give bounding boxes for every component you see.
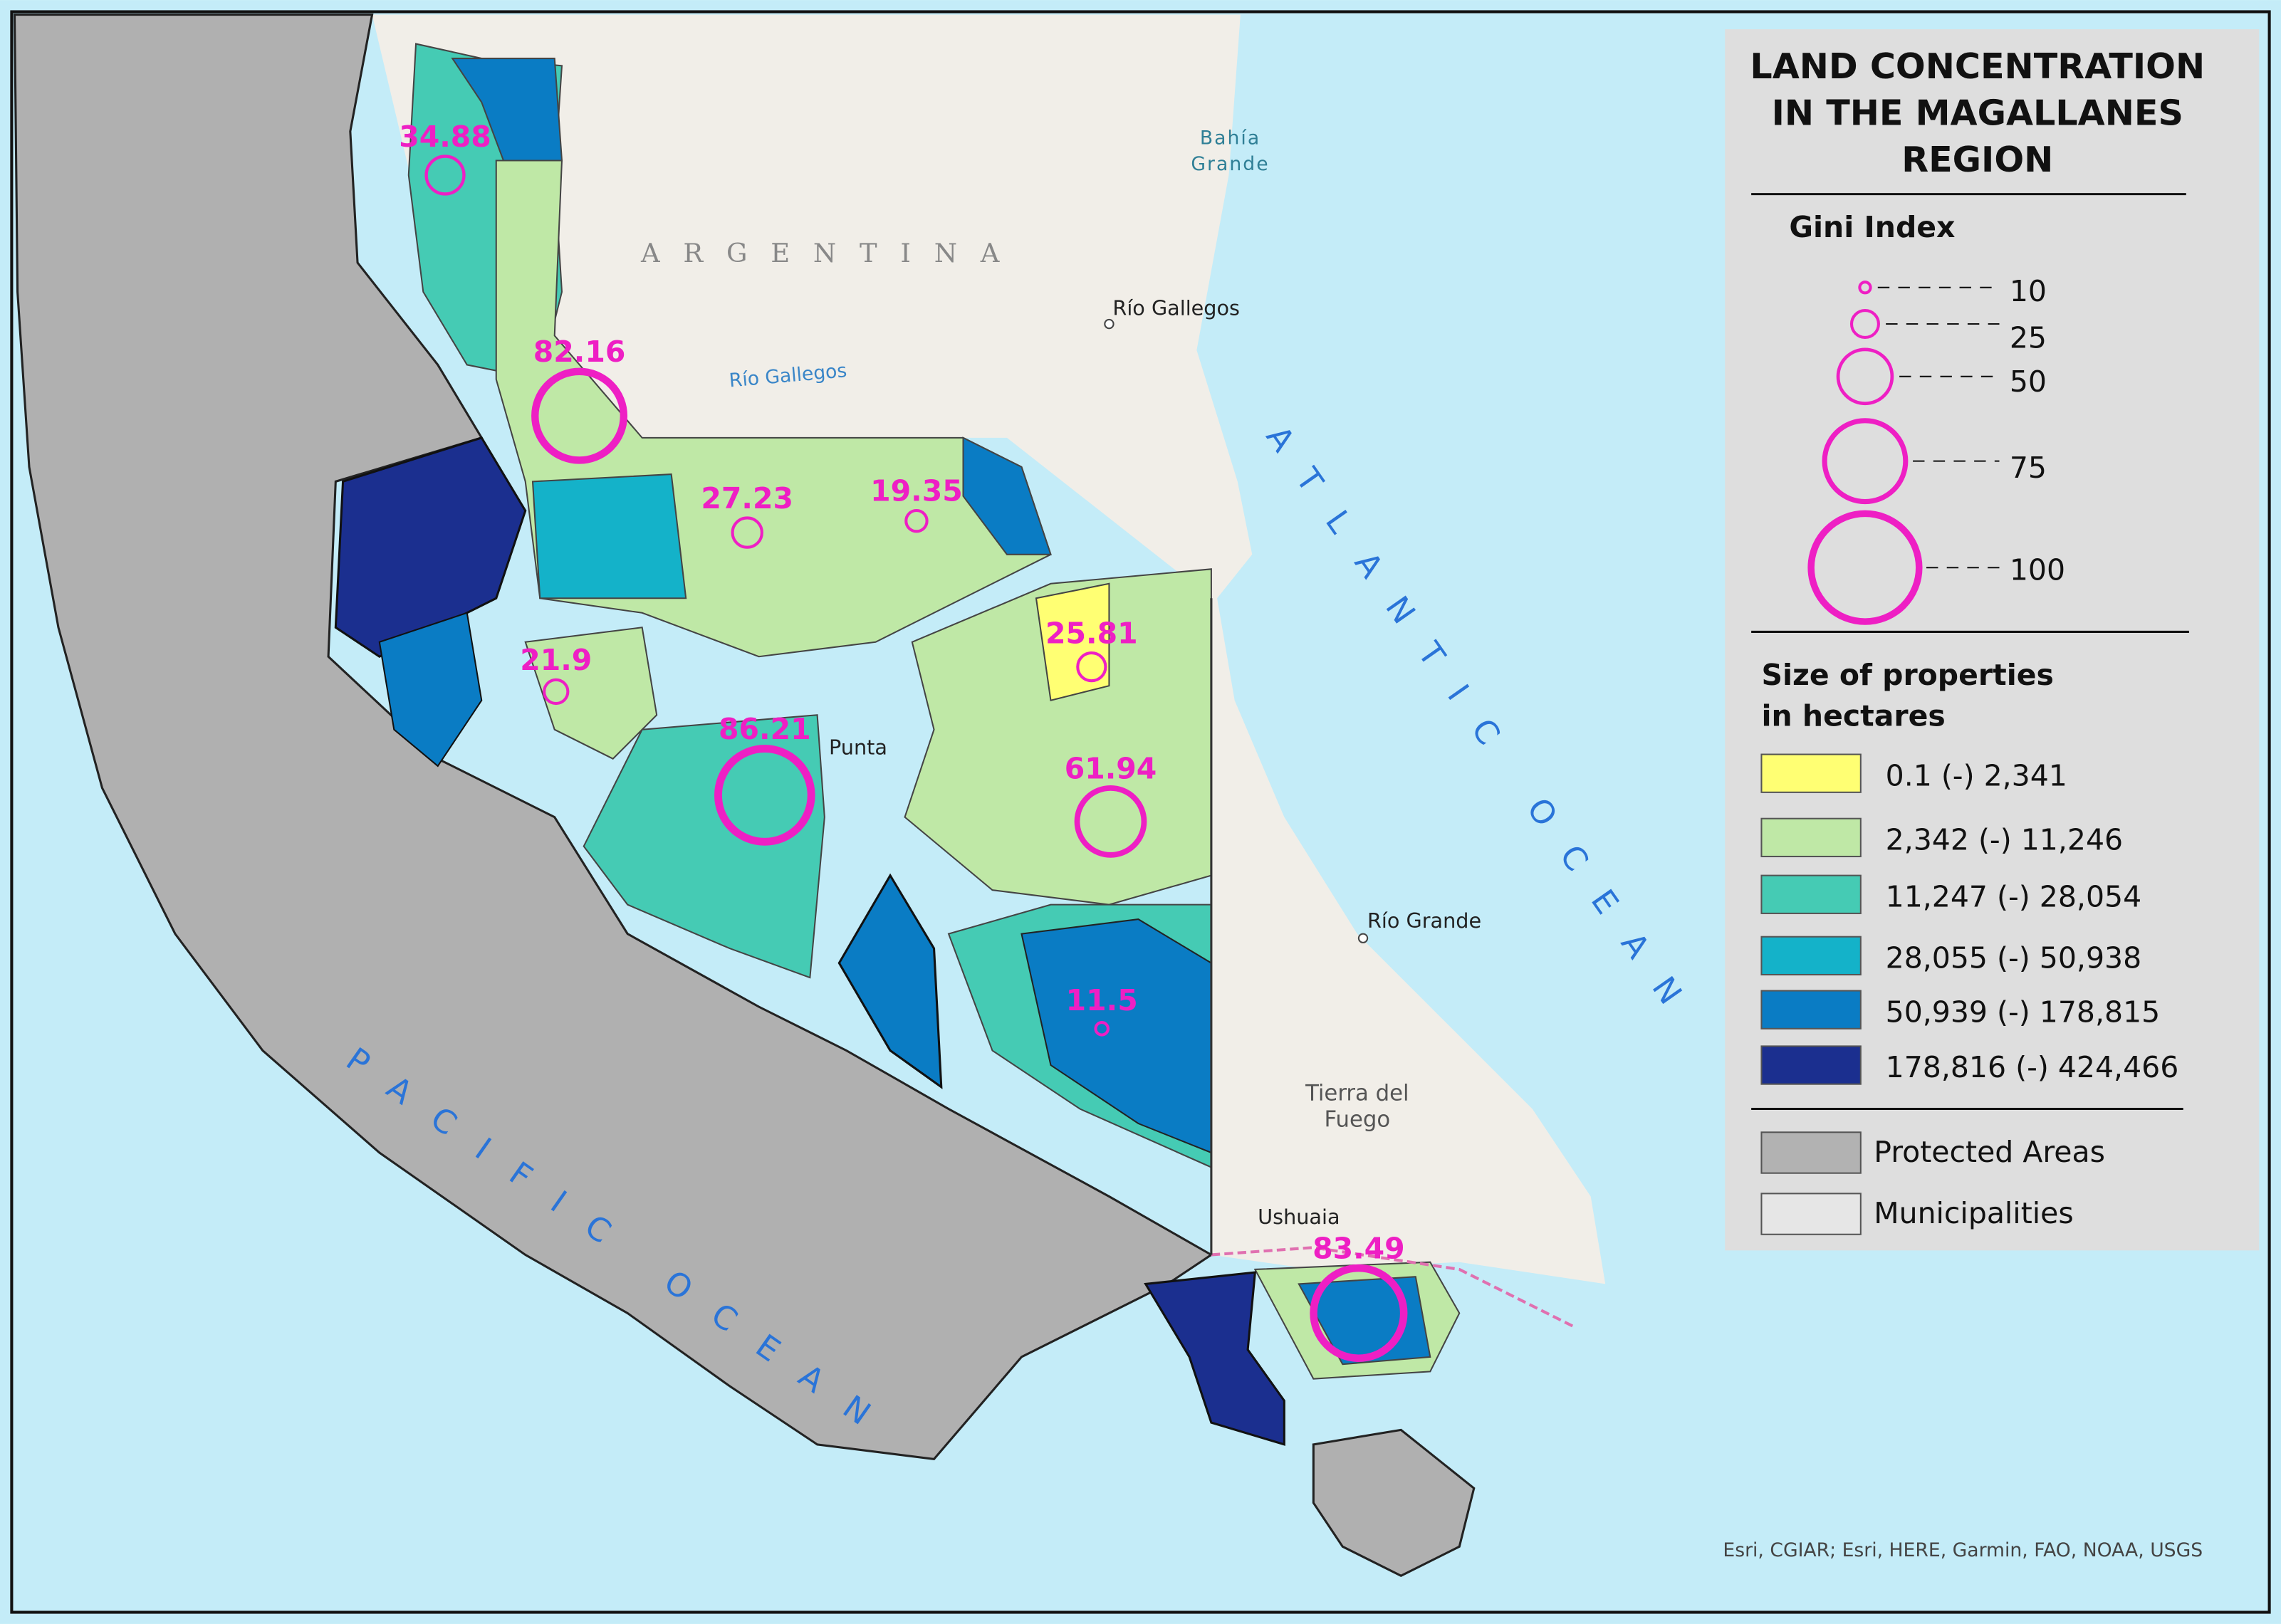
legend-swatch: [1760, 1193, 1862, 1235]
property-region: [837, 873, 943, 1089]
gini-circle: [543, 678, 570, 706]
legend-title: REGION: [1901, 139, 2053, 180]
gini-label: 19.35: [870, 473, 963, 508]
property-region: [531, 473, 687, 599]
legend-label: 11,247 (-) 28,054: [1886, 879, 2142, 913]
place-label: Grande: [1191, 153, 1269, 175]
gini-label: 25.81: [1045, 616, 1138, 650]
place-label: Río Grande: [1367, 908, 1481, 933]
property-region: [1035, 582, 1110, 702]
legend-swatch: [1760, 874, 1862, 914]
gini-label: 83.49: [1312, 1232, 1405, 1266]
place-label: Río Gallegos: [1112, 296, 1240, 320]
city-dot: [1104, 318, 1115, 330]
legend-label: 2,342 (-) 11,246: [1886, 823, 2123, 857]
legend-label: 0.1 (-) 2,341: [1886, 758, 2067, 792]
gini-legend-label: 75: [2010, 451, 2047, 485]
gini-circle: [1310, 1264, 1408, 1363]
place-label: Ushuaia: [1258, 1205, 1340, 1229]
legend-swatch: [1760, 1045, 1862, 1085]
gini-circle: [1074, 785, 1147, 858]
legend-swatch: [1760, 990, 1862, 1030]
gini-label: 21.9: [520, 643, 592, 677]
legend-title: LAND CONCENTRATION: [1750, 46, 2205, 87]
city-dot: [1357, 933, 1369, 943]
gini-circle: [424, 154, 466, 196]
property-region: [378, 612, 483, 768]
gini-title: Gini Index: [1789, 210, 1955, 244]
gini-circle: [1094, 1021, 1110, 1037]
gini-label: 34.88: [399, 120, 491, 154]
gini-legend-label: 100: [2010, 552, 2065, 587]
gini-label: 82.16: [533, 335, 626, 369]
size-title: Size of properties: [1761, 658, 2053, 692]
legend-swatch: [1760, 753, 1862, 793]
gini-circle: [904, 508, 929, 533]
property-region: [524, 627, 658, 760]
gini-legend-label: 50: [2010, 365, 2047, 399]
gini-circle: [1076, 651, 1107, 683]
gini-legend-circle: [1822, 418, 1909, 505]
property-region: [962, 436, 1052, 555]
gini-label: 61.94: [1065, 751, 1157, 785]
gini-label: 27.23: [701, 481, 793, 515]
place-label: ARGENTINA: [640, 238, 1023, 268]
legend-label: Protected Areas: [1874, 1135, 2105, 1169]
border: [1211, 1246, 1577, 1329]
legend-swatch: [1760, 817, 1862, 858]
place-label: Tierra del: [1305, 1081, 1409, 1106]
gini-legend-circle: [1849, 309, 1880, 340]
place-label: Punta: [829, 735, 887, 759]
property-region: [1144, 1271, 1285, 1446]
place-label: Fuego: [1324, 1106, 1390, 1132]
gini-label: 11.5: [1066, 983, 1138, 1017]
frame: [10, 10, 2271, 1614]
gini-legend-circle: [1858, 281, 1872, 295]
gini-legend-label: 25: [2010, 321, 2047, 355]
legend-label: 178,816 (-) 424,466: [1886, 1050, 2179, 1084]
land-argentina: [372, 14, 1606, 1284]
gini-circle: [714, 745, 815, 846]
property-region: [583, 714, 825, 979]
size-title: in hectares: [1761, 698, 1945, 733]
protected-areas: [1312, 1428, 1476, 1578]
gini-label: 86.21: [719, 712, 811, 746]
attribution: Esri, CGIAR; Esri, HERE, Garmin, FAO, NO…: [1723, 1539, 2203, 1561]
place-label: Bahía: [1200, 127, 1260, 149]
gini-legend-label: 10: [2010, 274, 2047, 308]
gini-circle: [531, 367, 628, 464]
legend-label: Municipalities: [1874, 1196, 2073, 1230]
legend-label: 50,939 (-) 178,815: [1886, 995, 2161, 1029]
legend-swatch: [1760, 1131, 1862, 1174]
legend-swatch: [1760, 936, 1862, 976]
legend-label: 28,055 (-) 50,938: [1886, 941, 2142, 975]
gini-circle: [731, 516, 763, 549]
gini-legend-circle: [1807, 510, 1923, 625]
gini-legend-circle: [1836, 347, 1894, 406]
legend-title: IN THE MAGALLANES: [1772, 92, 2183, 133]
